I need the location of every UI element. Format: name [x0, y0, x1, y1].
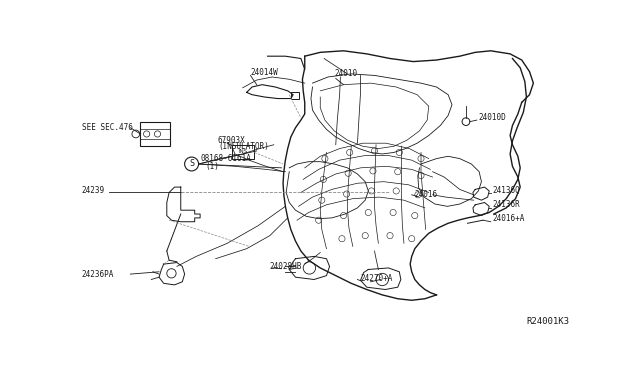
Text: (1): (1): [205, 162, 220, 171]
Text: 24239: 24239: [81, 186, 105, 195]
Text: R24001K3: R24001K3: [527, 317, 570, 326]
Text: 24270+A: 24270+A: [360, 274, 393, 283]
Text: 24136Q: 24136Q: [492, 186, 520, 195]
Text: 67903X: 67903X: [218, 136, 246, 145]
Text: SEE SEC.476: SEE SEC.476: [81, 123, 132, 132]
Text: 24016: 24016: [415, 189, 438, 199]
Text: 08168-6161A: 08168-6161A: [200, 154, 251, 163]
Text: 24010D: 24010D: [478, 112, 506, 122]
Text: S: S: [189, 160, 194, 169]
Text: INS: INS: [238, 149, 248, 154]
Text: 24136R: 24136R: [492, 200, 520, 209]
Text: 24014W: 24014W: [250, 68, 278, 77]
Text: 24028HB: 24028HB: [269, 262, 301, 271]
Text: 24016+A: 24016+A: [492, 214, 525, 223]
Text: 24010: 24010: [334, 70, 357, 78]
Text: (INSULATOR): (INSULATOR): [218, 142, 269, 151]
Text: 24236PA: 24236PA: [81, 270, 114, 279]
